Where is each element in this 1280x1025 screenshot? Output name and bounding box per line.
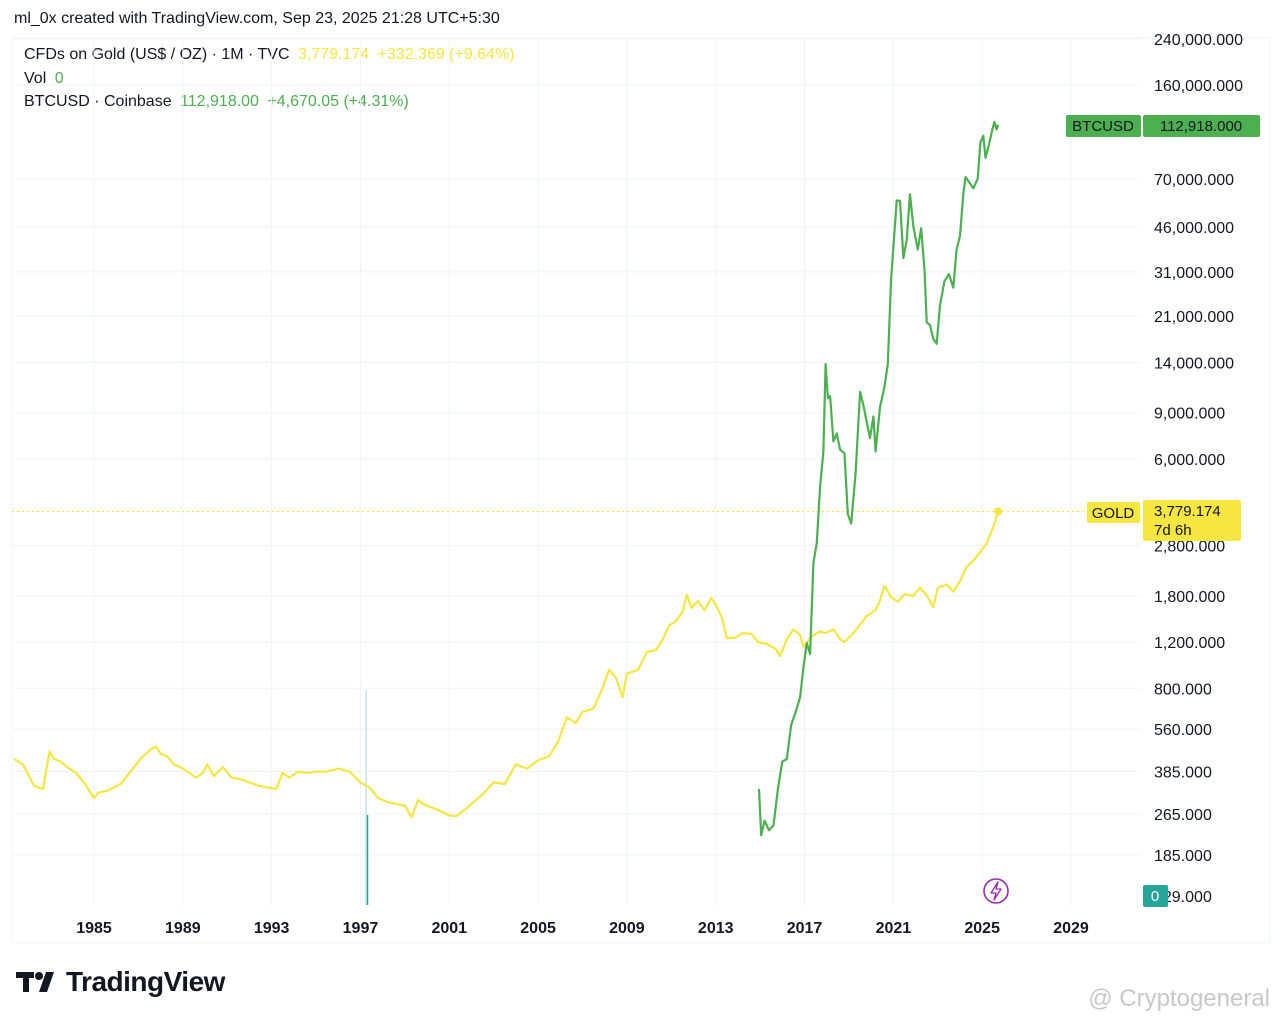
y-tick-label: 70,000.000 <box>1154 172 1234 189</box>
chart-frame <box>11 37 1271 944</box>
created-line: ml_0x created with TradingView.com, Sep … <box>14 10 500 27</box>
btc-tag-value-bg <box>1143 115 1260 137</box>
gold-tag-name: GOLD <box>1092 505 1135 522</box>
y-tick-label: 385.000 <box>1154 765 1212 782</box>
y-tick-label: 1,200.000 <box>1154 635 1225 652</box>
y-tick-label: 21,000.000 <box>1154 309 1234 326</box>
gold-series-line <box>13 511 1000 819</box>
gold-tag-value-bg <box>1143 500 1241 541</box>
gold-legend-change: +332.369 (+9.64%) <box>377 46 515 63</box>
y-tick-label: 31,000.000 <box>1154 265 1234 282</box>
gold-last-point <box>994 507 1003 516</box>
y-tick-label: 129.000 <box>1154 889 1212 906</box>
btc-tag-name-bg <box>1066 115 1141 137</box>
tradingview-logo: TradingView <box>16 966 225 998</box>
gold-legend-price: 3,779.174 <box>297 46 370 63</box>
x-tick-label: 1993 <box>254 920 290 937</box>
y-tick-label: 265.000 <box>1154 807 1212 824</box>
y-tick-label: 2,800.000 <box>1154 539 1225 556</box>
btc-legend-price: 112,918.00 <box>180 93 259 110</box>
x-tick-label: 2017 <box>787 920 823 937</box>
vol-tag-value: 0 <box>1151 888 1159 905</box>
gold-tag-value: 3,779.174 <box>1154 503 1221 520</box>
x-tick-label: 2009 <box>609 920 645 937</box>
tradingview-brand-name: TradingView <box>66 966 225 997</box>
y-tick-label: 9,000.000 <box>1154 406 1225 423</box>
x-axis: 1985 1989 1993 1997 2001 2005 2009 2013 2017 2021… <box>76 920 1089 937</box>
y-tick-label: 46,000.000 <box>1154 220 1234 237</box>
gold-tag-countdown: 7d 6h <box>1154 522 1192 539</box>
y-tick-label: 560.000 <box>1154 722 1212 739</box>
x-tick-label: 2029 <box>1053 920 1089 937</box>
x-tick-label: 1989 <box>165 920 201 937</box>
x-tick-label: 1985 <box>76 920 112 937</box>
y-tick-label: 160,000.000 <box>1154 78 1243 95</box>
x-tick-label: 2025 <box>964 920 1000 937</box>
volume-bars <box>365 690 369 905</box>
x-tick-label: 2005 <box>520 920 556 937</box>
gold-legend[interactable]: CFDs on Gold (US$ / OZ) · 1M · TVC 3,779… <box>24 46 515 64</box>
gold-legend-label: CFDs on Gold (US$ / OZ) · 1M · TVC <box>24 46 290 63</box>
y-tick-label: 14,000.000 <box>1154 355 1234 372</box>
btc-tag-name: BTCUSD <box>1072 118 1134 135</box>
vol-price-tag: 0 <box>1143 885 1168 907</box>
x-tick-label: 2021 <box>876 920 912 937</box>
btc-legend[interactable]: BTCUSD · Coinbase 112,918.00 +4,670.05 (… <box>24 93 409 111</box>
grid <box>12 38 1140 905</box>
y-tick-label: 240,000.000 <box>1154 32 1243 49</box>
y-tick-label: 1,800.000 <box>1154 589 1225 606</box>
lightning-icon[interactable] <box>983 878 1009 904</box>
y-tick-label: 800.000 <box>1154 681 1212 698</box>
btc-series-line <box>757 120 1000 837</box>
gold-price-tag: GOLD 3,779.174 7d 6h <box>1087 500 1241 541</box>
vol-tag-bg <box>1143 885 1168 907</box>
price-chart[interactable]: 1985 1989 1993 1997 2001 2005 2009 2013 2017 2021… <box>0 0 1280 960</box>
x-tick-label: 2013 <box>698 920 734 937</box>
btc-tag-value: 112,918.000 <box>1160 118 1242 135</box>
y-tick-label: 6,000.000 <box>1154 452 1225 469</box>
x-tick-label: 2001 <box>431 920 467 937</box>
y-tick-label: 185.000 <box>1154 848 1212 865</box>
btc-legend-change: +4,670.05 (+4.31%) <box>267 93 409 110</box>
vol-legend-value: 0 <box>54 70 64 87</box>
watermark: @ Cryptogeneral <box>1088 985 1270 1012</box>
x-tick-label: 1997 <box>343 920 379 937</box>
gold-tag-name-bg <box>1087 502 1140 523</box>
tradingview-logo-icon <box>16 972 54 992</box>
vol-legend[interactable]: Vol 0 <box>24 70 64 88</box>
vol-legend-label: Vol <box>24 70 47 87</box>
btc-price-tag: BTCUSD 112,918.000 <box>1066 115 1260 137</box>
btc-legend-label: BTCUSD · Coinbase <box>24 93 172 110</box>
y-axis: 240,000.000 160,000.000 70,000.000 46,000.0… <box>1154 32 1243 906</box>
